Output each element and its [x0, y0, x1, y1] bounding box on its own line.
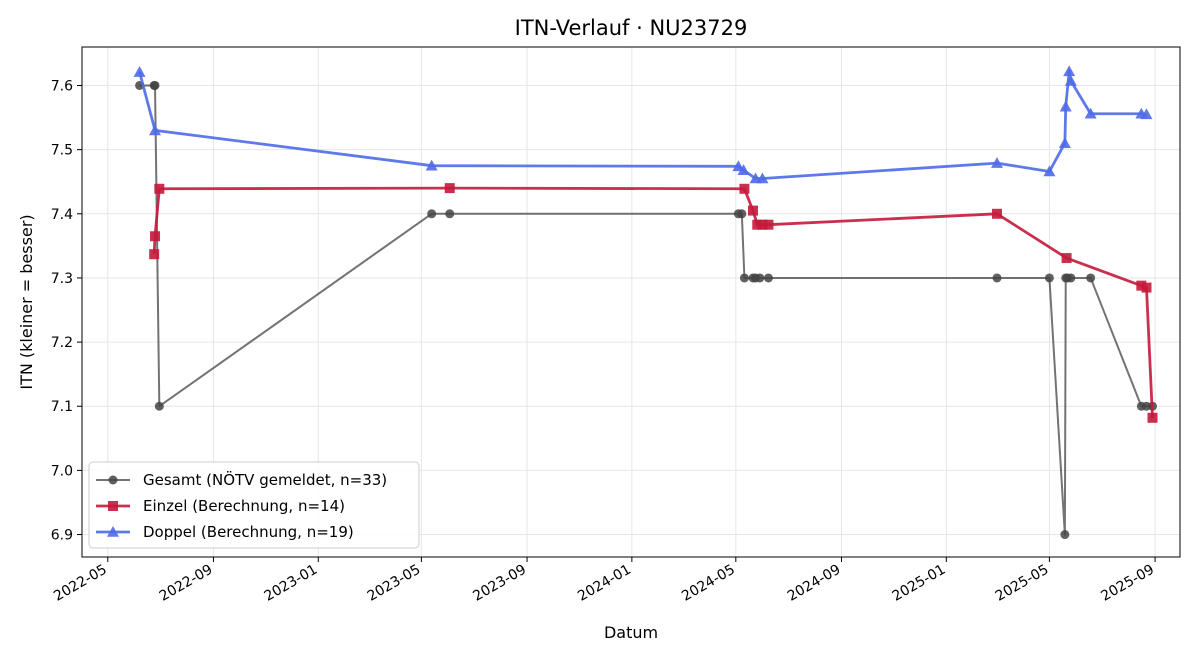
data-point — [737, 209, 747, 219]
data-point — [133, 66, 146, 77]
x-tick-label: 2022-05 — [51, 562, 110, 605]
x-tick-label: 2024-05 — [679, 562, 738, 605]
legend-label: Einzel (Berechnung, n=14) — [143, 497, 345, 515]
x-tick-label: 2023-09 — [470, 562, 529, 605]
x-tick-label: 2025-09 — [1098, 562, 1157, 605]
y-tick-label: 7.3 — [51, 271, 73, 287]
y-tick-label: 6.9 — [51, 528, 73, 544]
data-point — [1066, 273, 1076, 283]
y-axis: 6.9 7.0 7.1 7.2 7.3 7.4 7.5 7.6 — [51, 78, 82, 544]
x-tick-label: 2025-01 — [890, 562, 949, 605]
data-point — [425, 159, 438, 171]
legend: Gesamt (NÖTV gemeldet, n=33) Einzel (Bere… — [88, 461, 420, 549]
series-layer — [133, 65, 1158, 540]
data-point — [756, 172, 769, 184]
legend-marker — [108, 501, 118, 511]
data-point — [1064, 75, 1077, 86]
data-point — [1043, 165, 1056, 177]
data-point — [748, 205, 758, 216]
chart-title: ITN-Verlauf · NU23729 — [515, 16, 748, 40]
series-square — [149, 183, 1158, 423]
y-tick-label: 7.6 — [51, 78, 73, 94]
y-axis-label: ITN (kleiner = besser) — [17, 214, 36, 389]
x-axis: 2022-05 2022-09 2023-01 2023-05 2023-09 2024-… — [51, 557, 1157, 605]
data-point — [150, 231, 161, 242]
series-triangle — [133, 65, 1153, 184]
legend-entry: Gesamt (NÖTV gemeldet, n=33) — [96, 470, 387, 489]
data-point — [1059, 100, 1072, 112]
x-tick-label: 2025-05 — [993, 562, 1052, 605]
data-point — [149, 249, 160, 260]
data-point — [992, 273, 1002, 283]
x-axis-label: Datum — [604, 623, 658, 642]
series-line — [138, 69, 1147, 180]
data-point — [1044, 273, 1054, 283]
x-tick-label: 2023-01 — [262, 562, 321, 605]
data-point — [1140, 108, 1153, 120]
legend-entry: Einzel (Berechnung, n=14) — [96, 497, 345, 515]
data-point — [1147, 412, 1158, 423]
data-point — [755, 273, 765, 283]
data-point — [752, 219, 763, 230]
data-point — [149, 124, 162, 136]
data-point — [737, 164, 750, 175]
series-circle — [135, 80, 1158, 540]
legend-marker — [107, 526, 119, 537]
data-point — [739, 273, 749, 283]
data-point — [1084, 107, 1097, 119]
data-point — [150, 80, 160, 90]
y-tick-label: 7.4 — [51, 207, 73, 223]
data-point — [1063, 65, 1076, 77]
data-point — [1060, 530, 1070, 540]
x-tick-label: 2023-05 — [365, 562, 424, 605]
y-tick-label: 7.5 — [51, 143, 73, 159]
data-point — [1061, 253, 1072, 264]
legend-entry: Doppel (Berechnung, n=19) — [96, 523, 354, 541]
x-tick-label: 2024-09 — [785, 562, 844, 605]
data-point — [763, 219, 774, 230]
data-point — [445, 209, 455, 219]
data-point — [763, 273, 773, 283]
legend-label: Doppel (Berechnung, n=19) — [143, 523, 354, 541]
plot-frame — [81, 46, 1181, 558]
data-point — [1086, 273, 1096, 283]
legend-label: Gesamt (NÖTV gemeldet, n=33) — [143, 470, 387, 489]
y-tick-label: 7.1 — [51, 399, 73, 415]
data-point — [154, 183, 165, 194]
data-point — [739, 183, 750, 194]
data-point — [1141, 282, 1152, 293]
data-point — [991, 157, 1003, 168]
data-point — [444, 183, 455, 194]
legend-marker — [108, 475, 118, 485]
data-point — [1136, 280, 1147, 291]
data-point — [757, 219, 768, 230]
y-tick-label: 7.2 — [51, 335, 73, 351]
x-tick-label: 2024-01 — [575, 562, 634, 605]
legend-box — [88, 461, 420, 549]
data-point — [992, 208, 1002, 219]
data-point — [1058, 137, 1071, 149]
x-tick-label: 2022-09 — [157, 562, 216, 605]
y-tick-label: 7.0 — [51, 463, 73, 479]
data-point — [154, 401, 164, 411]
data-point — [427, 209, 437, 219]
